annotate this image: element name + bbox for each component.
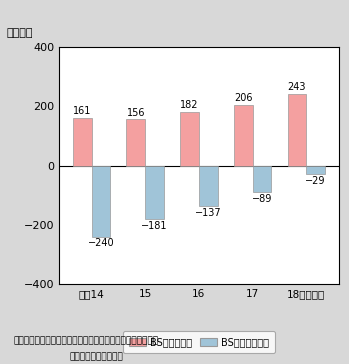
- Bar: [234, 105, 253, 166]
- Text: −240: −240: [88, 238, 114, 248]
- Text: 243: 243: [288, 82, 306, 92]
- Bar: [199, 166, 218, 206]
- Text: 収支状況」により作成: 収支状況」により作成: [70, 352, 124, 361]
- Legend: BS民放売上高, BS民放営業損益: BS民放売上高, BS民放営業損益: [123, 331, 275, 353]
- Text: 161: 161: [73, 106, 91, 116]
- Bar: [180, 112, 199, 166]
- Text: （億円）: （億円）: [6, 28, 33, 38]
- Text: 156: 156: [127, 108, 145, 118]
- Bar: [145, 166, 164, 219]
- Text: −137: −137: [195, 208, 222, 218]
- Bar: [253, 166, 272, 192]
- Bar: [126, 119, 145, 166]
- Bar: [288, 94, 306, 166]
- Text: 182: 182: [180, 100, 199, 110]
- Bar: [73, 118, 91, 166]
- Text: −89: −89: [252, 194, 272, 204]
- Bar: [306, 166, 325, 174]
- Text: 206: 206: [234, 93, 252, 103]
- Text: −181: −181: [141, 221, 168, 231]
- Text: −29: −29: [305, 176, 326, 186]
- Text: 総務省「一般放送事業者及び有線テレビジョン放送事業者の: 総務省「一般放送事業者及び有線テレビジョン放送事業者の: [14, 337, 159, 346]
- Bar: [91, 166, 110, 237]
